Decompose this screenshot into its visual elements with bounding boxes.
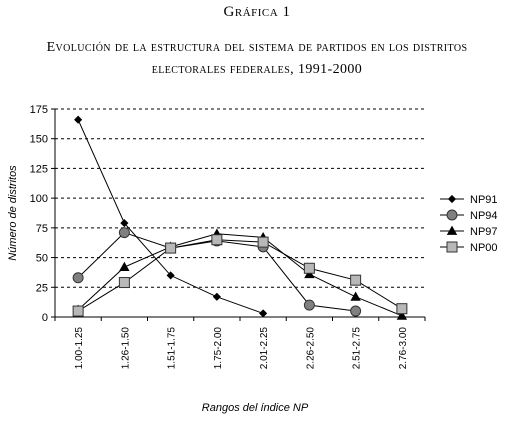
legend-label-np00: NP00 — [470, 242, 498, 254]
y-tick-label: 25 — [36, 282, 48, 294]
y-tick-label: 175 — [30, 104, 48, 116]
data-point-np00 — [165, 242, 177, 254]
chart-title-line1: Evolución de la estructura del sistema d… — [46, 40, 468, 55]
data-point-np94 — [118, 227, 130, 239]
legend-label-np97: NP97 — [470, 226, 498, 238]
data-point-np91 — [212, 292, 221, 301]
data-point-np00 — [257, 236, 269, 248]
figure-label: Gráfica 1 — [223, 4, 291, 20]
data-point-np97 — [119, 261, 130, 271]
legend-label-np94: NP94 — [470, 210, 498, 222]
data-point-np91 — [74, 115, 83, 124]
x-tick-label: 1.51-1.75 — [167, 327, 178, 370]
data-point-np94 — [72, 272, 84, 284]
legend-label-np91: NP91 — [470, 194, 498, 206]
x-tick-label: 1.75-2.00 — [213, 327, 224, 370]
y-tick-label: 150 — [30, 134, 48, 146]
data-point-np91 — [120, 219, 129, 228]
y-tick-label: 100 — [30, 193, 48, 205]
legend-marker-np94 — [446, 209, 458, 221]
x-tick-label: 2.76-3.00 — [398, 327, 409, 370]
x-tick-label: 2.26-2.50 — [305, 327, 316, 370]
y-tick-label: 0 — [42, 312, 48, 324]
x-tick-label: 1.26-1.50 — [120, 327, 131, 370]
y-tick-label: 125 — [30, 163, 48, 175]
data-point-np97 — [350, 291, 361, 301]
data-point-np00 — [72, 305, 84, 317]
y-axis-label: Número de distritos — [7, 165, 19, 261]
data-point-np00 — [211, 234, 223, 246]
y-tick-label: 50 — [36, 253, 48, 265]
data-point-np94 — [303, 299, 315, 311]
data-point-np00 — [118, 277, 130, 289]
x-tick-label: 2.01-2.25 — [259, 327, 270, 370]
data-point-np00 — [350, 274, 362, 286]
x-axis-label: Rangos del índice NP — [202, 402, 309, 414]
chart-title-line2: electorales federales, 1991-2000 — [151, 62, 363, 77]
data-point-np94 — [350, 305, 362, 317]
data-point-np91 — [166, 271, 175, 280]
x-tick-label: 2.51-2.75 — [352, 327, 363, 370]
legend-marker-np91 — [447, 194, 457, 204]
series-line-np00 — [77, 239, 403, 312]
data-point-np00 — [303, 262, 315, 274]
data-point-np97 — [396, 310, 408, 320]
y-tick-label: 75 — [36, 223, 48, 235]
data-point-np91 — [259, 309, 268, 318]
x-tick-label: 1.00-1.25 — [74, 327, 85, 370]
legend-marker-np00 — [446, 241, 458, 253]
series-line-np97 — [77, 233, 403, 317]
legend-marker-np97 — [446, 225, 458, 235]
data-point-np00 — [396, 303, 408, 315]
